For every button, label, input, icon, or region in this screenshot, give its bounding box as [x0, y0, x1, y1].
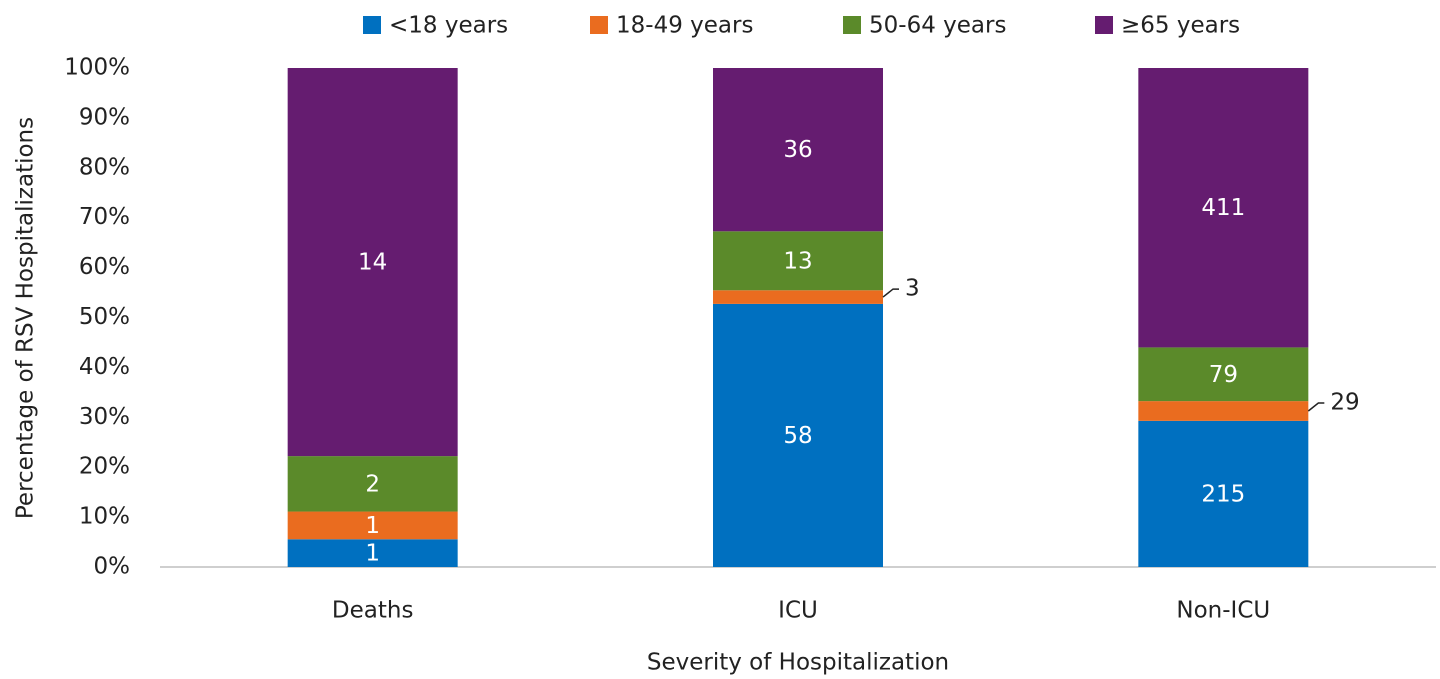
- bar-segment: [713, 290, 883, 304]
- y-tick-label: 10%: [79, 504, 130, 530]
- legend-label: 18-49 years: [616, 13, 753, 39]
- bar-segment: [713, 303, 883, 567]
- y-tick-label: 70%: [79, 204, 130, 230]
- data-label: 411: [1201, 195, 1245, 221]
- data-label: 29: [1330, 389, 1359, 415]
- bar-segment: [1138, 420, 1309, 567]
- data-label: 1: [365, 513, 380, 539]
- legend-label: 50-64 years: [869, 13, 1006, 39]
- y-tick-label: 40%: [79, 354, 130, 380]
- legend-swatch: [363, 16, 381, 34]
- bar-segment: [1138, 347, 1309, 402]
- data-label: 215: [1201, 481, 1245, 507]
- data-label: 14: [358, 250, 387, 276]
- bar-segment: [287, 511, 458, 540]
- leader-line: [882, 288, 899, 298]
- bar-segment: [1138, 68, 1309, 348]
- legend-swatch: [1095, 16, 1113, 34]
- y-tick-label: 20%: [79, 454, 130, 480]
- x-tick-label: ICU: [778, 598, 818, 624]
- y-tick-label: 80%: [79, 154, 130, 180]
- legend-swatch: [843, 16, 861, 34]
- bar-segment: [287, 68, 458, 457]
- data-label: 58: [783, 423, 812, 449]
- y-tick-label: 90%: [79, 104, 130, 130]
- data-label: 79: [1209, 362, 1238, 388]
- bar-segment: [713, 68, 883, 232]
- x-tick-label: Deaths: [332, 598, 414, 624]
- bar-segment: [713, 231, 883, 291]
- data-label: 2: [365, 471, 380, 497]
- y-axis-title: Percentage of RSV Hospitalizations: [13, 117, 39, 519]
- legend-label: ≥65 years: [1121, 13, 1240, 39]
- x-axis-title: Severity of Hospitalization: [647, 650, 949, 676]
- legend-swatch: [590, 16, 608, 34]
- y-tick-label: 60%: [79, 254, 130, 280]
- data-label: 36: [783, 137, 812, 163]
- y-tick-label: 30%: [79, 404, 130, 430]
- bar-segment: [1138, 401, 1309, 421]
- data-label: 13: [783, 248, 812, 274]
- leader-line: [1307, 402, 1325, 412]
- y-tick-label: 100%: [64, 55, 130, 81]
- y-tick-label: 0%: [94, 554, 131, 580]
- data-label: 3: [905, 276, 920, 302]
- y-tick-label: 50%: [79, 304, 130, 330]
- bar-segment: [287, 456, 458, 512]
- legend-label: <18 years: [389, 13, 508, 39]
- bar-segment: [287, 539, 458, 567]
- data-label: 1: [365, 541, 380, 567]
- x-tick-label: Non-ICU: [1176, 598, 1270, 624]
